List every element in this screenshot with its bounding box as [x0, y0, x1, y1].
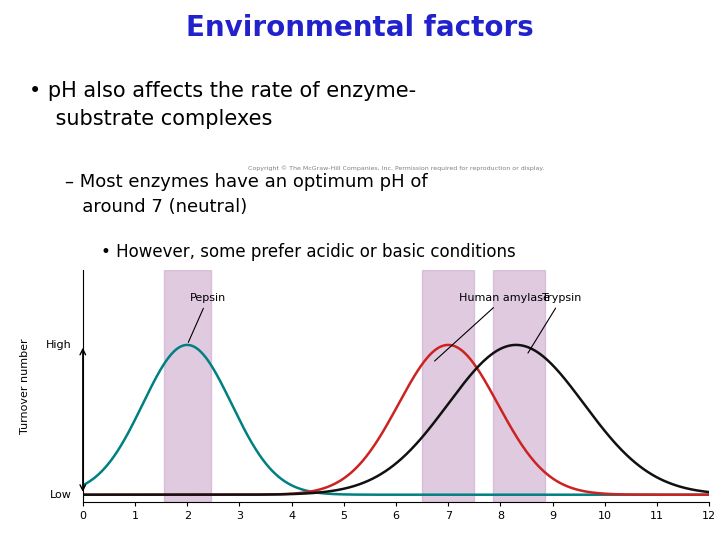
Bar [492, 270, 545, 502]
Text: Copyright © The McGraw-Hill Companies, Inc. Permission required for reproduction: Copyright © The McGraw-Hill Companies, I… [248, 166, 544, 171]
Text: • However, some prefer acidic or basic conditions: • However, some prefer acidic or basic c… [101, 243, 516, 261]
Bar [163, 270, 211, 502]
Text: Environmental factors: Environmental factors [186, 14, 534, 42]
Text: • pH also affects the rate of enzyme-
    substrate complexes: • pH also affects the rate of enzyme- su… [29, 81, 416, 129]
Bar [422, 270, 474, 502]
Text: – Most enzymes have an optimum pH of
   around 7 (neutral): – Most enzymes have an optimum pH of aro… [65, 173, 428, 216]
Y-axis label: Turnover number: Turnover number [20, 338, 30, 434]
Text: Pepsin: Pepsin [189, 293, 226, 342]
Text: Human amylase: Human amylase [435, 293, 549, 361]
Text: High: High [46, 340, 71, 350]
Text: Low: Low [50, 490, 71, 500]
Text: Trypsin: Trypsin [528, 293, 582, 353]
